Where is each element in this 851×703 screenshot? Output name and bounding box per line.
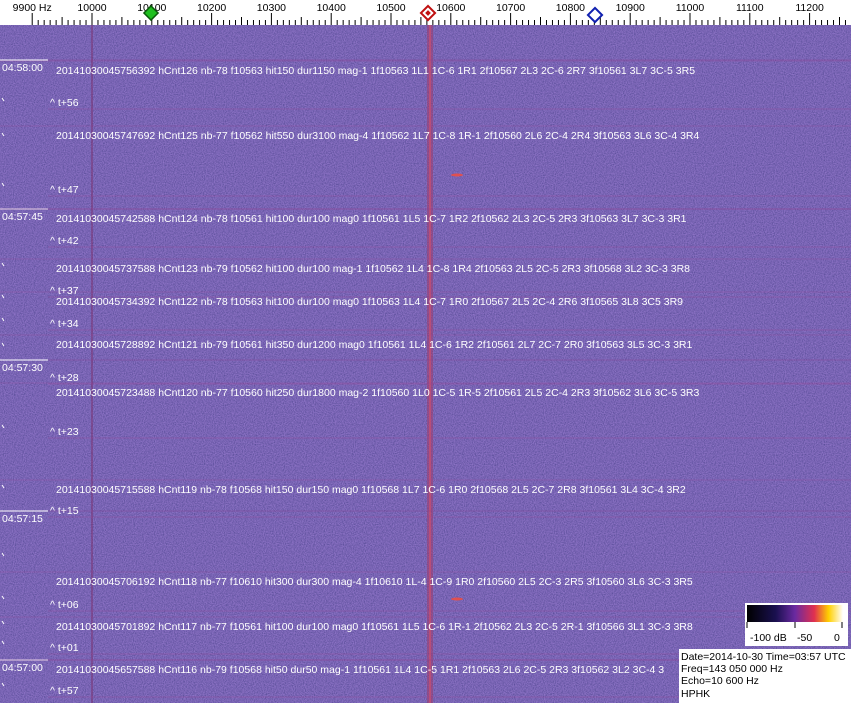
row-tick xyxy=(1,294,5,299)
frequency-label: 10200 xyxy=(197,2,226,14)
offset-label: ^ t+15 xyxy=(50,505,79,517)
row-tick xyxy=(1,132,5,137)
time-label: 04:57:30 xyxy=(2,362,43,374)
frequency-label: 10800 xyxy=(556,2,585,14)
frequency-label: 9900 Hz xyxy=(13,2,52,14)
info-line: Date=2014-10-30 Time=03:57 UTC xyxy=(681,651,846,663)
color-scale-bar xyxy=(747,605,843,622)
row-tick xyxy=(1,552,5,557)
frequency-label: 10500 xyxy=(376,2,405,14)
echo-blip xyxy=(451,597,463,601)
offset-label: ^ t+56 xyxy=(50,97,79,109)
offset-label: ^ t+06 xyxy=(50,599,79,611)
detection-text: 20141030045723488 hCnt120 nb-77 f10560 h… xyxy=(56,387,699,399)
detection-text: 20141030045728892 hCnt121 nb-79 f10561 h… xyxy=(56,339,693,351)
offset-label: ^ t+23 xyxy=(50,426,79,438)
scale-label: 0 xyxy=(834,632,840,644)
offset-label: ^ t+01 xyxy=(50,642,79,654)
frequency-label: 10600 xyxy=(436,2,465,14)
offset-label: ^ t+42 xyxy=(50,235,79,247)
offset-label: ^ t+37 xyxy=(50,285,79,297)
rows: 04:58:00 04:57:45 04:57:30 04:57:15 04:57:00… xyxy=(0,59,851,698)
scale-label: -100 dB xyxy=(750,632,787,644)
info-line: Freq=143 050 000 Hz xyxy=(681,663,783,675)
frequency-label: 10700 xyxy=(496,2,525,14)
time-label: 04:57:45 xyxy=(2,211,43,223)
offset-label: ^ t+47 xyxy=(50,184,79,196)
scale-label: -50 xyxy=(797,632,812,644)
frequency-label: 11200 xyxy=(795,2,824,14)
detection-text: 20141030045657588 hCnt116 nb-79 f10568 h… xyxy=(56,664,664,676)
detection-text: 20141030045756392 hCnt126 nb-78 f10563 h… xyxy=(56,65,695,77)
time-label: 04:58:00 xyxy=(2,62,43,74)
row-tick xyxy=(1,317,5,322)
detection-text: 20141030045701892 hCnt117 nb-77 f10561 h… xyxy=(56,621,693,633)
offset-label: ^ t+28 xyxy=(50,372,79,384)
frequency-label: 11100 xyxy=(736,2,764,14)
echo-line xyxy=(429,25,431,703)
info-line: Echo=10 600 Hz xyxy=(681,675,759,687)
frequency-label: 10400 xyxy=(317,2,346,14)
row-tick xyxy=(1,342,5,347)
row-tick xyxy=(1,262,5,267)
detection-text: 20141030045706192 hCnt118 nb-77 f10610 h… xyxy=(56,576,693,588)
row-tick xyxy=(1,182,5,187)
carrier-line xyxy=(91,25,93,703)
ruler-ticks: 9900 Hz100001010010200103001040010500106… xyxy=(13,2,846,25)
marker-green xyxy=(142,4,160,22)
row-tick xyxy=(1,682,5,687)
frequency-label: 10900 xyxy=(616,2,645,14)
detection-text: 20141030045747692 hCnt125 nb-77 f10562 h… xyxy=(56,130,699,142)
detection-text: 20141030045734392 hCnt122 nb-78 f10563 h… xyxy=(56,296,683,308)
time-label: 04:57:15 xyxy=(2,513,43,525)
echo-blip xyxy=(451,173,463,177)
frequency-label: 10300 xyxy=(257,2,286,14)
offset-label: ^ t+57 xyxy=(50,685,79,697)
detection-text: 20141030045742588 hCnt124 nb-78 f10561 h… xyxy=(56,213,687,225)
row-tick xyxy=(1,595,5,600)
frequency-label: 10000 xyxy=(77,2,106,14)
info-box xyxy=(679,649,851,703)
waterfall-noise xyxy=(0,25,851,703)
time-label: 04:57:00 xyxy=(2,662,43,674)
marker-blue xyxy=(586,6,604,24)
offset-label: ^ t+34 xyxy=(50,318,79,330)
row-tick xyxy=(1,97,5,102)
row-tick xyxy=(1,424,5,429)
row-tick xyxy=(1,640,5,645)
marker-red xyxy=(419,4,437,22)
row-tick xyxy=(1,484,5,489)
frequency-label: 11000 xyxy=(676,2,705,14)
row-tick xyxy=(1,620,5,625)
detection-text: 20141030045715588 hCnt119 nb-78 f10568 h… xyxy=(56,484,686,496)
info-line: HPHK xyxy=(681,688,710,700)
detection-text: 20141030045737588 hCnt123 nb-79 f10562 h… xyxy=(56,263,690,275)
